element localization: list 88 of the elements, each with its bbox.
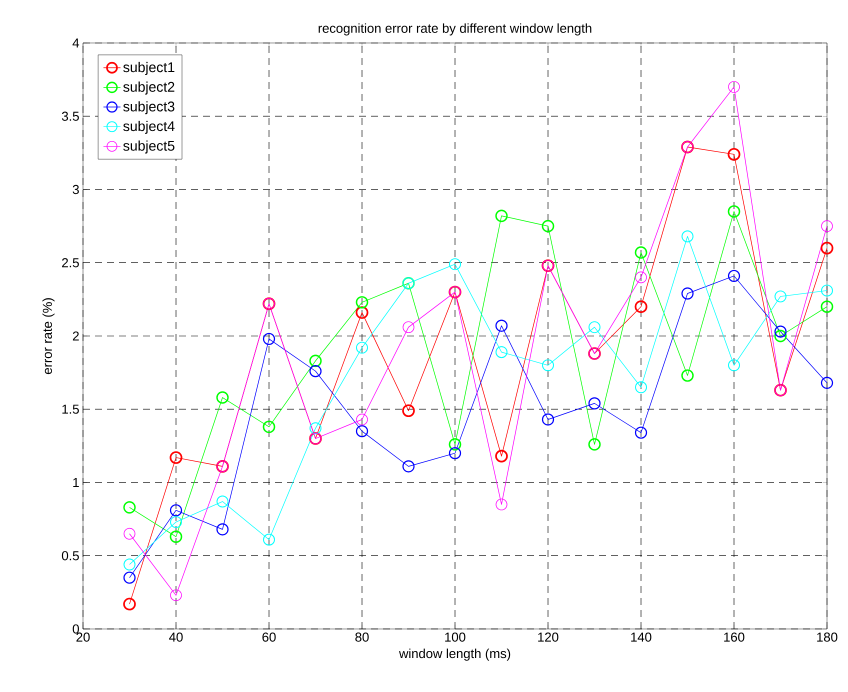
point	[216, 391, 229, 404]
point	[170, 589, 182, 602]
point	[496, 498, 508, 510]
point	[542, 359, 554, 372]
point	[681, 369, 694, 382]
point	[588, 397, 601, 410]
point	[728, 205, 740, 218]
point	[262, 332, 276, 346]
y-tick-label: 0.5	[62, 551, 79, 560]
legend-label: subject4	[123, 120, 175, 134]
x-tick-label: 120	[538, 632, 558, 642]
x-tick-label: 60	[262, 632, 276, 642]
point	[356, 306, 368, 319]
legend-label: subject3	[123, 101, 174, 114]
legend-label: subject2	[123, 82, 174, 95]
point	[124, 528, 136, 540]
point	[123, 572, 136, 584]
point	[262, 420, 276, 434]
point	[123, 598, 136, 610]
point	[402, 321, 414, 334]
point	[495, 450, 508, 462]
y-tick-label: 1	[73, 478, 79, 487]
point	[634, 426, 648, 439]
point	[356, 425, 368, 438]
y-tick-label: 4	[72, 38, 80, 48]
x-tick-label: 80	[355, 632, 369, 642]
point	[774, 290, 786, 302]
point	[681, 287, 694, 300]
point	[820, 300, 834, 313]
point	[728, 81, 740, 93]
y-axis-title: error rate (%)	[42, 298, 55, 374]
x-axis-title: window length (ms)	[398, 648, 510, 661]
point	[309, 354, 322, 368]
x-tick-label: 140	[631, 632, 652, 642]
point	[821, 284, 833, 297]
point	[356, 296, 368, 309]
y-tick-label: 3.5	[62, 112, 79, 121]
point	[495, 320, 508, 332]
point	[170, 516, 182, 528]
y-tick-label: 0	[72, 624, 79, 634]
point	[728, 270, 740, 282]
x-tick-label: 160	[724, 632, 744, 642]
point	[588, 438, 601, 451]
point	[495, 210, 508, 222]
point	[682, 230, 694, 242]
point	[263, 534, 275, 546]
point	[728, 148, 740, 161]
y-tick-label: 2.5	[62, 258, 79, 268]
point	[402, 404, 415, 418]
y-tick-label: 3	[72, 184, 79, 194]
x-tick-label: 20	[76, 632, 90, 642]
point	[309, 365, 322, 378]
point	[448, 447, 462, 460]
point	[588, 321, 600, 334]
x-tick-label: 40	[169, 632, 183, 642]
y-tick-label: 1.5	[62, 404, 79, 414]
point	[402, 460, 415, 472]
point	[774, 325, 787, 338]
chart-title: recognition error rate by different window length	[318, 23, 592, 36]
legend-label: subject1	[123, 62, 174, 75]
point	[448, 438, 462, 451]
point	[449, 258, 461, 270]
x-tick-label: 100	[445, 632, 466, 642]
point	[635, 272, 647, 284]
point	[216, 523, 229, 536]
point	[634, 300, 648, 314]
point	[310, 422, 322, 434]
point	[356, 414, 368, 426]
legend-label: subject5	[123, 140, 174, 154]
point	[820, 242, 834, 254]
point	[170, 451, 182, 464]
point	[542, 413, 554, 426]
point	[542, 220, 554, 232]
point	[728, 359, 740, 372]
x-tick-label: 180	[817, 632, 838, 642]
point	[774, 330, 787, 342]
point	[356, 342, 368, 354]
point	[170, 504, 182, 516]
point	[820, 376, 834, 389]
point	[635, 381, 647, 394]
y-tick-label: 2	[72, 331, 79, 341]
point	[634, 246, 648, 259]
point	[123, 501, 136, 514]
point	[216, 496, 228, 508]
point	[821, 220, 833, 232]
point	[170, 530, 182, 543]
point	[496, 346, 508, 358]
point	[124, 558, 136, 570]
